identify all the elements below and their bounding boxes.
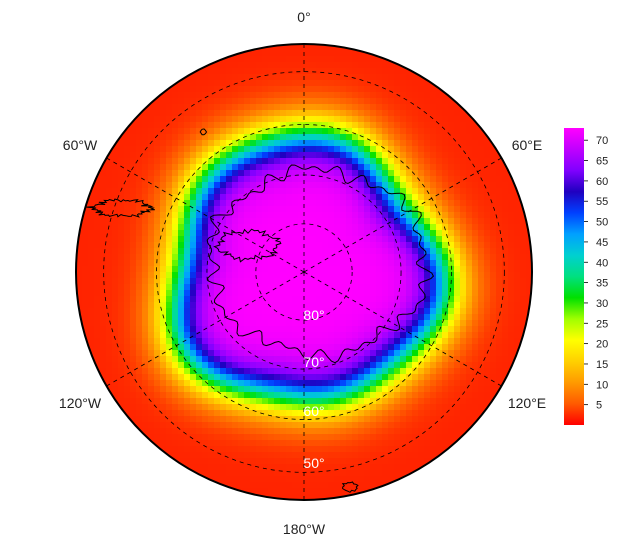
colorbar-tick-label: 5 [596,400,602,412]
lon-label-120w: 120°W [59,395,102,411]
colorbar-tick-label: 70 [596,135,608,147]
colorbar-gradient [564,128,584,425]
antarctica-coastline [206,164,435,364]
colorbar-tick-label: 15 [596,359,608,371]
colorbar: 70 65 60 55 50 45 40 35 30 25 20 15 10 5 [564,128,608,425]
map-border [75,43,533,501]
new-zealand-coastline [341,481,359,493]
meridian-line [106,157,305,273]
colorbar-tick-label: 10 [596,379,608,391]
lon-label-0: 0° [297,9,310,25]
lon-label-60w: 60°W [63,137,98,153]
lon-label-180w: 180°W [283,521,326,537]
colorbar-tick-label: 55 [596,196,608,208]
colorbar-tick-label: 40 [596,257,608,269]
colorbar-tick-label: 45 [596,237,608,249]
south-america-tip-coastline [86,198,155,218]
lon-label-120e: 120°E [508,395,546,411]
lat-label-50: 50° [303,455,324,471]
colorbar-tick-label: 65 [596,156,608,168]
meridian-line [106,271,305,387]
colorbar-tick-label: 50 [596,217,608,229]
meridian-line [303,271,502,387]
colorbar-tick-label: 20 [596,339,608,351]
island-coastline [199,128,208,136]
lat-label-70: 70° [303,354,324,370]
antarctic-peninsula-coastline [213,228,282,263]
latitude-circle [156,124,452,420]
meridian-line [303,157,502,273]
coastlines [86,128,435,493]
colorbar-tick-label: 35 [596,278,608,290]
lat-label-60: 60° [303,403,324,419]
lon-label-60e: 60°E [512,137,543,153]
lat-label-80: 80° [303,307,324,323]
colorbar-tick-label: 30 [596,298,608,310]
colorbar-tick-label: 60 [596,176,608,188]
colorbar-ticks: 70 65 60 55 50 45 40 35 30 25 20 15 10 5 [584,135,608,412]
graticule [103,44,505,500]
colorbar-tick-label: 25 [596,318,608,330]
